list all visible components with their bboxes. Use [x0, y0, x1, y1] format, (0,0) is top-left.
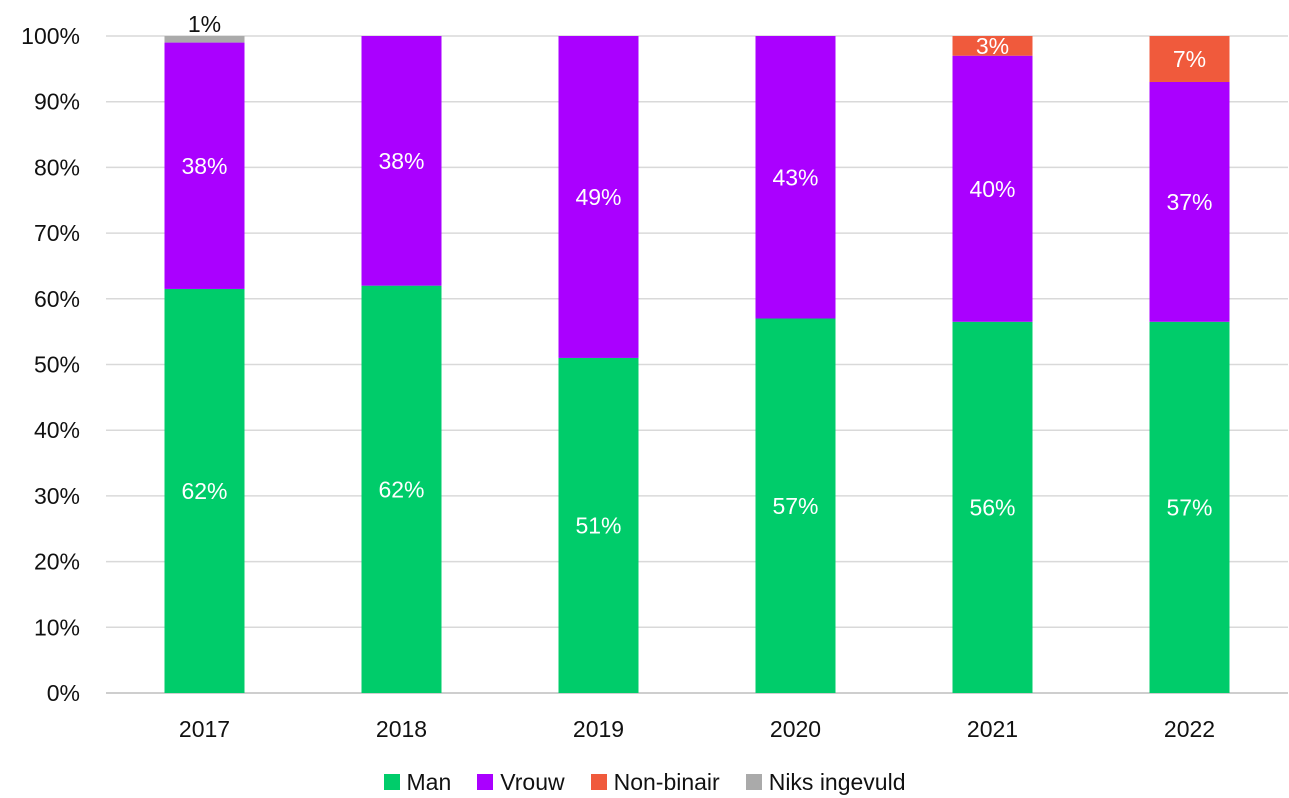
bar-segment — [558, 357, 639, 693]
bar-segment — [755, 36, 836, 319]
data-label: 57% — [1166, 494, 1212, 520]
legend-label: Non-binair — [613, 768, 720, 795]
data-label: 43% — [772, 164, 818, 190]
data-label: 51% — [575, 512, 621, 538]
y-tick-label: 40% — [34, 417, 80, 443]
bar-segment — [952, 321, 1033, 693]
x-tick-label: 2022 — [1164, 716, 1215, 742]
data-label: 40% — [969, 176, 1015, 202]
legend: Man Vrouw Non-binair Niks ingevuld — [0, 766, 1289, 798]
x-tick-label: 2020 — [770, 716, 821, 742]
x-tick-label: 2017 — [179, 716, 230, 742]
x-tick-label: 2021 — [967, 716, 1018, 742]
data-label: 62% — [181, 478, 227, 504]
data-label: 56% — [969, 494, 1015, 520]
y-tick-label: 60% — [34, 286, 80, 312]
data-label: 57% — [772, 493, 818, 519]
legend-item: Man — [383, 768, 452, 796]
data-label: 62% — [378, 476, 424, 502]
legend-label: Vrouw — [500, 768, 565, 795]
y-tick-label: 10% — [34, 614, 80, 640]
bar-segment — [755, 318, 836, 693]
bar-segment — [1149, 321, 1230, 693]
bar-segment — [164, 42, 245, 289]
legend-label: Niks ingevuld — [768, 768, 906, 795]
legend-label: Man — [406, 768, 452, 795]
bar-segment — [952, 55, 1033, 322]
y-tick-label: 80% — [34, 154, 80, 180]
bar-segment — [1149, 36, 1230, 82]
bar-segment — [1149, 81, 1230, 322]
y-tick-label: 70% — [34, 220, 80, 246]
x-tick-label: 2018 — [376, 716, 427, 742]
data-label: 38% — [378, 148, 424, 174]
x-axis-ticks: 2017 2018 2019 2020 2021 2022 — [179, 716, 1215, 742]
data-label: 49% — [575, 184, 621, 210]
y-tick-label: 100% — [21, 23, 80, 49]
legend-swatch — [383, 774, 400, 790]
legend-item: Non-binair — [590, 768, 720, 796]
data-label: 37% — [1166, 189, 1212, 215]
y-tick-label: 30% — [34, 483, 80, 509]
data-labels: 62% 38% 1% 62% 38% 51% 49% 57% 43% 56% 40% 3% 57% 37%… — [181, 11, 1212, 538]
legend-swatch — [590, 774, 607, 790]
legend-item: Niks ingevuld — [745, 768, 906, 796]
bar-segment — [164, 36, 245, 43]
x-tick-label: 2019 — [573, 716, 624, 742]
bar-segment — [361, 36, 442, 286]
data-label: 7% — [1173, 46, 1206, 72]
y-tick-label: 0% — [47, 680, 80, 706]
y-tick-label: 50% — [34, 352, 80, 378]
bar-segment — [164, 288, 245, 693]
gridlines — [106, 35, 1288, 694]
bar-segment — [952, 36, 1033, 56]
legend-item: Vrouw — [477, 768, 565, 796]
y-tick-label: 20% — [34, 549, 80, 575]
data-label: 38% — [181, 153, 227, 179]
stacked-bar-chart: 0%10%20%30%40%50%60%70%80%90%100% 2017 20… — [21, 11, 1288, 742]
bars — [164, 36, 1230, 693]
bar-segment — [558, 36, 639, 358]
y-axis-ticks: 0% 10% 20% 30% 40% 50% 60% 70% 80% 90% 100% — [21, 23, 80, 706]
bar-segment — [361, 285, 442, 693]
legend-swatch — [477, 774, 494, 790]
data-label: 3% — [976, 33, 1009, 59]
legend-swatch — [745, 774, 762, 790]
y-tick-label: 90% — [34, 89, 80, 115]
data-label: 1% — [188, 11, 221, 37]
